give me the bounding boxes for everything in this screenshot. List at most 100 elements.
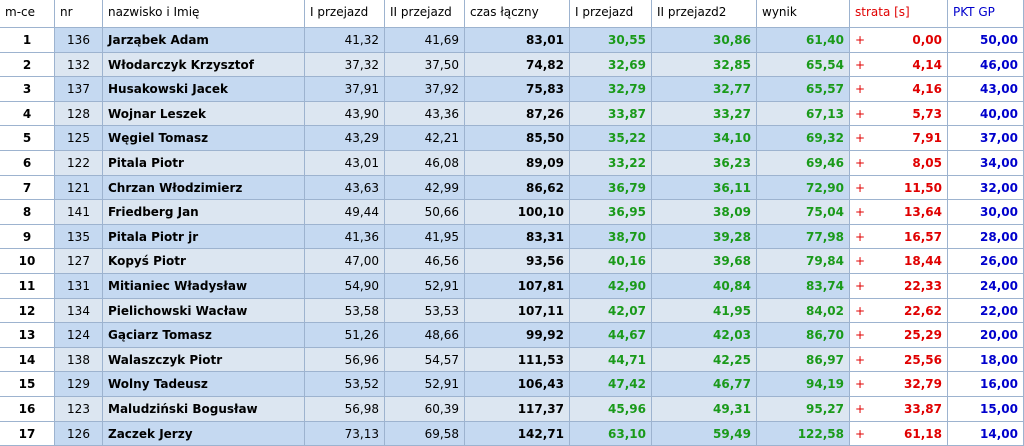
points: 18,00 xyxy=(948,347,1024,373)
time: 56,96 xyxy=(305,347,385,373)
sign: + xyxy=(850,274,870,299)
total-time: 75,83 xyxy=(465,77,570,102)
time: 49,31 xyxy=(652,397,757,422)
time: 42,07 xyxy=(570,298,652,324)
total-time: 74,82 xyxy=(465,52,570,78)
points: 15,00 xyxy=(948,397,1024,422)
number: 137 xyxy=(55,77,103,102)
time: 32,85 xyxy=(652,52,757,78)
number: 125 xyxy=(55,126,103,151)
loss: 25,29 xyxy=(870,323,948,348)
time: 37,32 xyxy=(305,52,385,78)
time: 43,90 xyxy=(305,101,385,127)
sign: + xyxy=(850,397,870,422)
time: 47,42 xyxy=(570,372,652,397)
time: 39,68 xyxy=(652,249,757,274)
time: 60,39 xyxy=(385,397,465,422)
time: 40,84 xyxy=(652,274,757,299)
time: 33,87 xyxy=(570,101,652,127)
time: 53,58 xyxy=(305,298,385,324)
time: 33,22 xyxy=(570,151,652,176)
total-time: 83,01 xyxy=(465,28,570,53)
result: 95,27 xyxy=(757,397,850,422)
result: 75,04 xyxy=(757,200,850,225)
sign: + xyxy=(850,225,870,250)
total-time: 87,26 xyxy=(465,101,570,127)
result: 84,02 xyxy=(757,298,850,324)
total-time: 142,71 xyxy=(465,421,570,446)
sign: + xyxy=(850,151,870,176)
column-header[interactable]: czas łączny xyxy=(465,0,570,28)
points: 43,00 xyxy=(948,77,1024,102)
column-header: PKT GP xyxy=(948,0,1024,28)
sign: + xyxy=(850,372,870,397)
time: 34,10 xyxy=(652,126,757,151)
points: 16,00 xyxy=(948,372,1024,397)
place: 15 xyxy=(0,372,55,397)
time: 42,90 xyxy=(570,274,652,299)
column-header[interactable]: II przejazd xyxy=(385,0,465,28)
total-time: 93,56 xyxy=(465,249,570,274)
time: 42,25 xyxy=(652,347,757,373)
time: 41,95 xyxy=(652,298,757,324)
result: 67,13 xyxy=(757,101,850,127)
total-time: 86,62 xyxy=(465,175,570,201)
number: 127 xyxy=(55,249,103,274)
sign: + xyxy=(850,28,870,53)
time: 48,66 xyxy=(385,323,465,348)
time: 73,13 xyxy=(305,421,385,446)
name: Friedberg Jan xyxy=(103,200,305,225)
sign: + xyxy=(850,176,870,201)
place: 10 xyxy=(0,249,55,274)
time: 43,29 xyxy=(305,126,385,151)
column-header[interactable]: I przejazd xyxy=(570,0,652,28)
column-header[interactable]: nazwisko i Imię xyxy=(103,0,305,28)
name: Pitala Piotr xyxy=(103,151,305,176)
points: 28,00 xyxy=(948,224,1024,250)
time: 36,95 xyxy=(570,200,652,225)
points: 32,00 xyxy=(948,175,1024,201)
column-header: m-ce xyxy=(0,0,55,28)
column-header[interactable]: II przejazd2 xyxy=(652,0,757,28)
name: Pitala Piotr jr xyxy=(103,224,305,250)
name: Zaczek Jerzy xyxy=(103,421,305,446)
total-time: 107,81 xyxy=(465,274,570,299)
time: 36,11 xyxy=(652,175,757,201)
place: 7 xyxy=(0,175,55,201)
name: Husakowski Jacek xyxy=(103,77,305,102)
place: 6 xyxy=(0,151,55,176)
loss: 13,64 xyxy=(870,200,948,225)
place: 8 xyxy=(0,200,55,225)
total-time: 111,53 xyxy=(465,347,570,373)
result: 69,46 xyxy=(757,151,850,176)
number: 124 xyxy=(55,323,103,348)
column-header[interactable]: nr xyxy=(55,0,103,28)
result: 94,19 xyxy=(757,372,850,397)
time: 45,96 xyxy=(570,397,652,422)
points: 14,00 xyxy=(948,421,1024,446)
time: 41,95 xyxy=(385,224,465,250)
time: 33,27 xyxy=(652,101,757,127)
total-time: 106,43 xyxy=(465,372,570,397)
sign: + xyxy=(850,348,870,373)
loss: 25,56 xyxy=(870,347,948,373)
result: 61,40 xyxy=(757,28,850,53)
time: 52,91 xyxy=(385,372,465,397)
time: 41,69 xyxy=(385,28,465,53)
time: 56,98 xyxy=(305,397,385,422)
time: 30,55 xyxy=(570,28,652,53)
column-header[interactable]: I przejazd xyxy=(305,0,385,28)
points: 34,00 xyxy=(948,151,1024,176)
time: 32,69 xyxy=(570,52,652,78)
column-header[interactable]: wynik xyxy=(757,0,850,28)
loss: 22,62 xyxy=(870,298,948,324)
loss: 61,18 xyxy=(870,421,948,446)
place: 3 xyxy=(0,77,55,102)
time: 54,57 xyxy=(385,347,465,373)
time: 46,08 xyxy=(385,151,465,176)
name: Włodarczyk Krzysztof xyxy=(103,52,305,78)
place: 16 xyxy=(0,397,55,422)
sign: + xyxy=(850,53,870,78)
place: 17 xyxy=(0,421,55,446)
